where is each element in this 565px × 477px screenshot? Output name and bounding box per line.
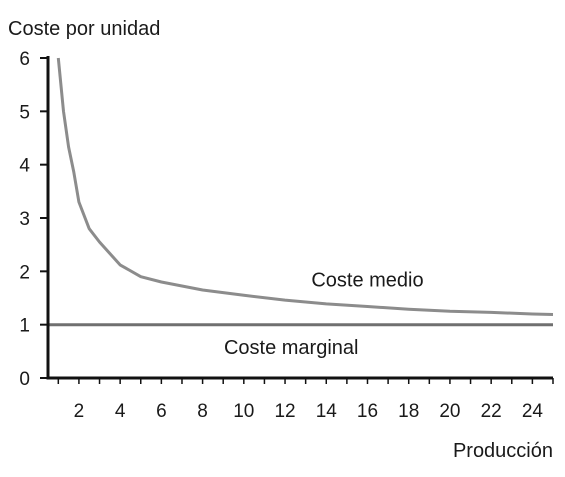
y-axis-title: Coste por unidad bbox=[8, 18, 160, 40]
x-tick-label: 2 bbox=[74, 401, 85, 422]
x-tick-label: 16 bbox=[357, 401, 378, 422]
x-tick-label: 22 bbox=[481, 401, 502, 422]
y-ticks: 0 1 2 3 4 5 6 bbox=[19, 49, 48, 390]
x-tick-label: 14 bbox=[316, 401, 338, 422]
series-label-coste-marginal: Coste marginal bbox=[224, 337, 359, 359]
x-ticks: 2 4 6 8 10 12 14 16 18 20 22 24 bbox=[57, 378, 554, 422]
x-tick-label: 10 bbox=[233, 401, 254, 422]
y-tick-label: 0 bbox=[19, 369, 30, 390]
x-axis-title: Producción bbox=[453, 440, 553, 462]
x-tick-label: 12 bbox=[274, 401, 295, 422]
x-tick-label: 24 bbox=[522, 401, 544, 422]
x-tick-label: 18 bbox=[398, 401, 419, 422]
x-tick-label: 4 bbox=[115, 401, 126, 422]
y-tick-label: 5 bbox=[19, 102, 30, 123]
average-cost-curve bbox=[56, 57, 554, 316]
y-tick-label: 1 bbox=[19, 316, 30, 337]
y-tick-label: 6 bbox=[19, 49, 30, 70]
series-label-coste-medio: Coste medio bbox=[311, 269, 423, 291]
x-tick-label: 6 bbox=[156, 401, 167, 422]
x-tick-label: 8 bbox=[197, 401, 208, 422]
y-tick-label: 3 bbox=[19, 209, 30, 230]
x-tick-label: 20 bbox=[439, 401, 460, 422]
y-tick-label: 2 bbox=[19, 262, 30, 283]
y-tick-label: 4 bbox=[19, 156, 30, 177]
series-group bbox=[48, 57, 554, 327]
